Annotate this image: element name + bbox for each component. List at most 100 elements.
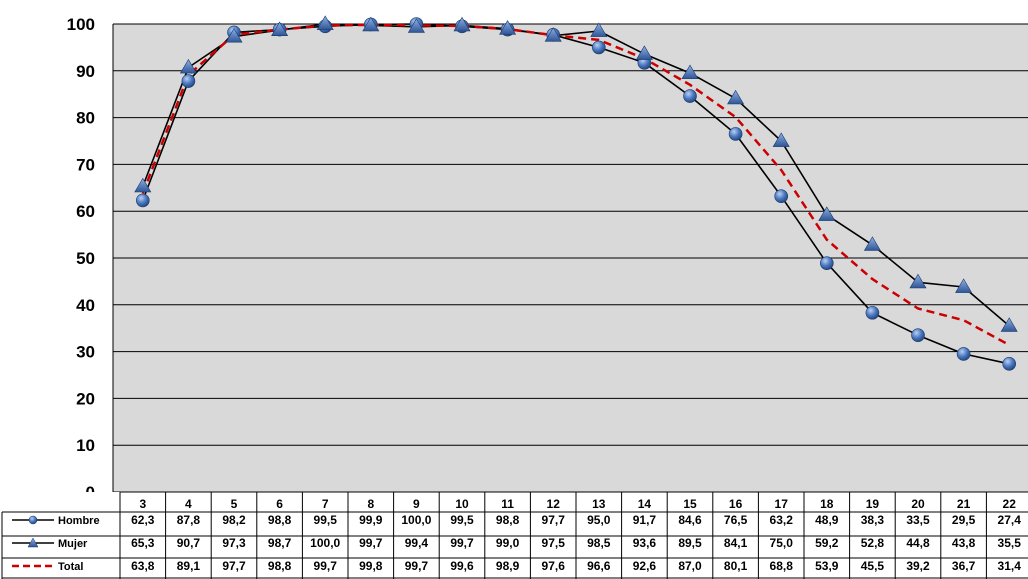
y-tick-label: 20: [76, 389, 95, 408]
y-tick-label: 60: [76, 202, 95, 221]
y-tick-label: 40: [76, 296, 95, 315]
x-tick-label: 3: [139, 497, 146, 511]
data-label-mujer: 93,6: [633, 536, 657, 550]
legend-marker-hombre: [28, 515, 38, 525]
data-point-mujer: [271, 21, 289, 36]
data-label-hombre: 95,0: [587, 513, 611, 527]
series-line-total: [141, 23, 1010, 347]
x-tick-label: 14: [638, 497, 652, 511]
legend-label-hombre: Hombre: [58, 515, 100, 527]
data-label-total: 98,9: [496, 559, 520, 573]
data-point-mujer: [772, 132, 790, 147]
data-point-hombre: [911, 328, 925, 343]
data-label-mujer: 99,7: [450, 536, 474, 550]
data-label-hombre: 97,7: [542, 513, 566, 527]
data-label-total: 53,9: [815, 559, 839, 573]
data-point-mujer: [590, 22, 608, 37]
data-label-total: 36,7: [952, 559, 976, 573]
data-label-hombre: 98,8: [268, 513, 292, 527]
x-tick-label: 21: [957, 497, 971, 511]
data-label-total: 45,5: [861, 559, 885, 573]
legend-marker-mujer: [27, 537, 39, 548]
data-point-mujer: [863, 236, 881, 251]
data-label-hombre: 99,5: [450, 513, 474, 527]
data-label-hombre: 99,5: [314, 513, 338, 527]
data-point-mujer: [225, 28, 243, 43]
data-point-hombre: [956, 347, 971, 361]
data-point-mujer: [179, 58, 197, 74]
data-label-mujer: 99,0: [496, 536, 520, 550]
data-label-mujer: 59,2: [815, 536, 839, 550]
data-label-mujer: 89,5: [678, 536, 702, 550]
data-label-hombre: 33,5: [906, 513, 930, 527]
y-tick-label: 30: [76, 343, 95, 362]
data-point-mujer: [499, 20, 517, 35]
data-label-hombre: 27,4: [998, 513, 1022, 527]
legend-marker-hombre: [28, 515, 38, 525]
data-label-hombre: 76,5: [724, 513, 748, 527]
x-tick-label: 20: [911, 497, 925, 511]
data-label-total: 98,8: [268, 559, 292, 573]
data-point-hombre: [591, 40, 606, 55]
x-tick-label: 16: [729, 497, 743, 511]
data-label-total: 80,1: [724, 559, 748, 573]
data-label-total: 92,6: [633, 559, 657, 573]
data-label-total: 99,7: [405, 559, 429, 573]
x-tick-label: 4: [185, 497, 192, 511]
x-tick-label: 12: [547, 497, 561, 511]
data-label-hombre: 29,5: [952, 513, 976, 527]
data-label-hombre: 98,8: [496, 513, 520, 527]
data-point-hombre: [1002, 356, 1017, 371]
series-lines: [141, 23, 1010, 365]
data-label-total: 96,6: [587, 559, 611, 573]
legend-label-total: Total: [58, 561, 83, 573]
data-label-hombre: 99,9: [359, 513, 383, 527]
data-label-total: 99,7: [314, 559, 338, 573]
data-label-hombre: 48,9: [815, 513, 839, 527]
data-label-mujer: 100,0: [310, 536, 340, 550]
y-tick-label: 10: [76, 436, 95, 455]
data-point-mujer: [727, 89, 745, 105]
y-tick-label: 100: [67, 15, 95, 34]
data-point-hombre: [774, 189, 789, 204]
x-tick-label: 7: [322, 497, 329, 511]
data-point-hombre: [865, 305, 880, 320]
data-label-total: 31,4: [998, 559, 1022, 573]
data-label-total: 97,7: [222, 559, 246, 573]
data-table: 3 4 5 6 7 8 9 10 11 12 13 14 15 16 17 18 19 20 21 22 Hombre 6…: [0, 491, 1028, 579]
data-label-total: 89,1: [177, 559, 201, 573]
data-point-mujer: [1000, 317, 1018, 332]
data-label-mujer: 97,5: [542, 536, 566, 550]
y-tick-label: 90: [76, 62, 95, 81]
legend-label-mujer: Mujer: [58, 538, 88, 550]
data-point-mujer: [909, 273, 927, 289]
data-label-total: 68,8: [770, 559, 794, 573]
data-point-mujer: [362, 16, 380, 32]
data-label-total: 87,0: [678, 559, 702, 573]
data-label-mujer: 99,4: [405, 536, 429, 550]
x-tick-label: 6: [276, 497, 283, 511]
data-point-hombre: [683, 89, 697, 103]
data-point-hombre: [136, 193, 150, 208]
data-label-total: 63,8: [131, 559, 155, 573]
data-label-hombre: 91,7: [633, 513, 657, 527]
x-tick-label: 13: [592, 497, 606, 511]
data-point-mujer: [635, 45, 653, 60]
y-axis: 0102030405060708090100: [67, 15, 114, 502]
data-label-mujer: 99,7: [359, 536, 383, 550]
data-label-mujer: 52,8: [861, 536, 885, 550]
data-label-mujer: 44,8: [906, 536, 930, 550]
x-tick-label: 10: [455, 497, 469, 511]
data-label-mujer: 97,3: [222, 536, 246, 550]
data-label-mujer: 75,0: [770, 536, 794, 550]
data-label-total: 99,6: [450, 559, 474, 573]
data-label-mujer: 98,5: [587, 536, 611, 550]
data-label-hombre: 63,2: [770, 513, 794, 527]
data-point-mujer: [544, 27, 562, 42]
data-label-hombre: 100,0: [401, 513, 431, 527]
y-tick-label: 80: [76, 109, 95, 128]
x-tick-label: 17: [775, 497, 789, 511]
x-tick-label: 9: [413, 497, 420, 511]
legend-marker-mujer: [27, 537, 39, 548]
